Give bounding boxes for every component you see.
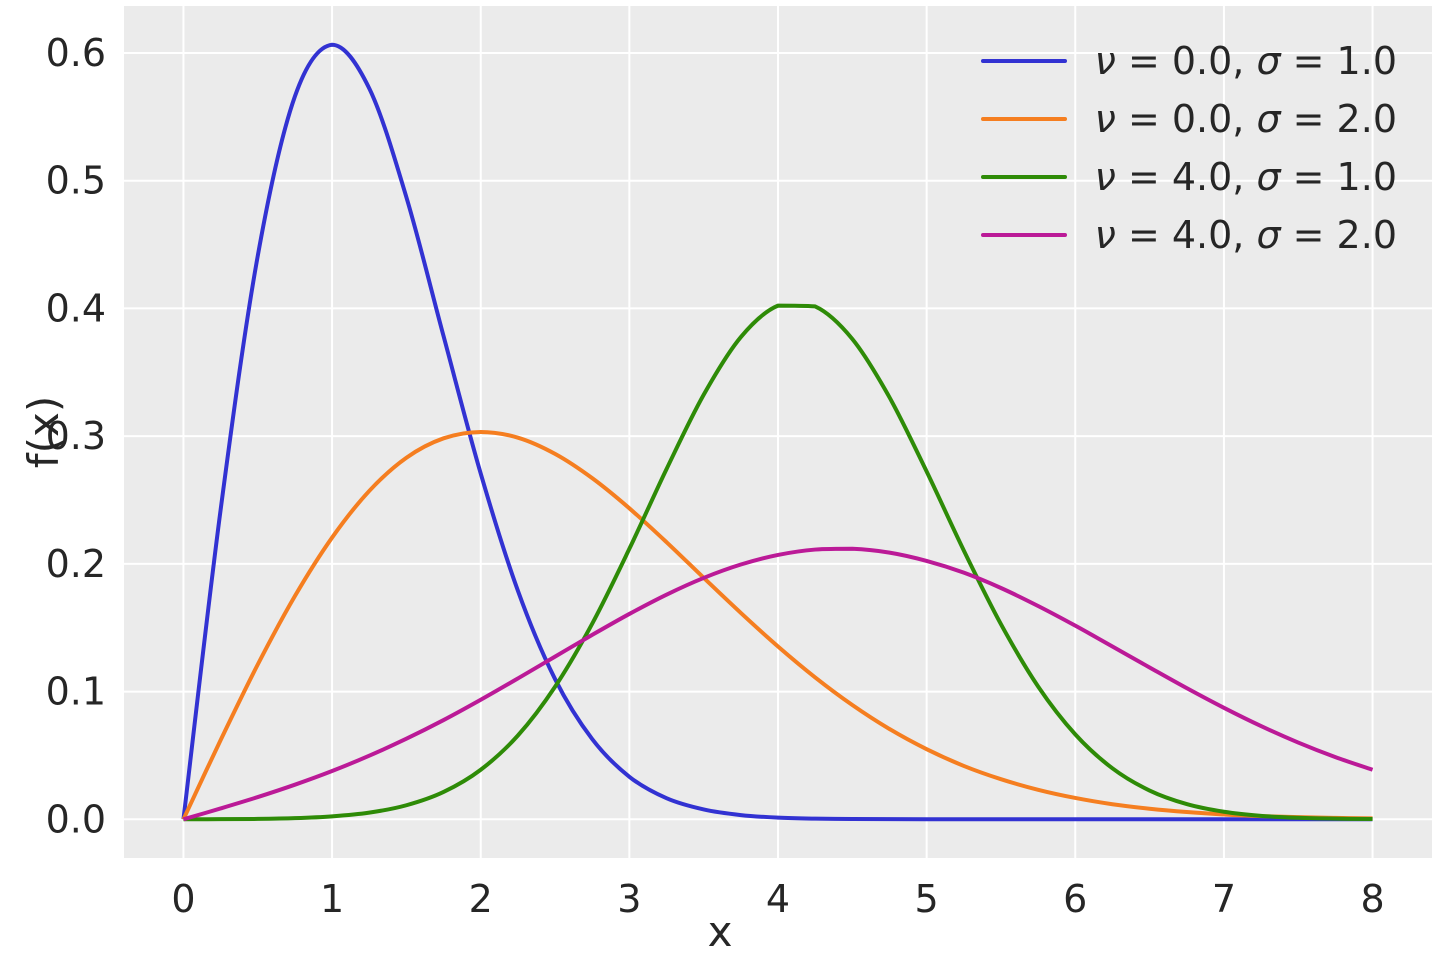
plot-curve: [181, 429, 1373, 821]
legend-label: ν = 4.0, σ = 1.0: [1094, 155, 1397, 199]
legend: ν = 0.0, σ = 1.0 ν = 0.0, σ = 2.0 ν = 4.0,…: [980, 32, 1397, 264]
legend-item: ν = 4.0, σ = 2.0: [980, 206, 1397, 264]
y-tick-label: 0.2: [46, 542, 106, 586]
legend-line-swatch: [980, 59, 1067, 63]
plot-curve: [183, 303, 1373, 822]
legend-label: ν = 0.0, σ = 1.0: [1094, 39, 1397, 83]
y-tick-label: 0.0: [46, 797, 106, 841]
y-tick-label: 0.3: [46, 414, 106, 458]
x-tick-label: 1: [320, 877, 344, 921]
y-tick-label: 0.5: [46, 159, 106, 203]
legend-item: ν = 0.0, σ = 1.0: [980, 32, 1397, 90]
y-tick-label: 0.4: [46, 286, 106, 330]
legend-line-swatch: [980, 175, 1067, 179]
legend-label: ν = 0.0, σ = 2.0: [1094, 97, 1397, 141]
legend-line-swatch: [980, 117, 1067, 121]
plot-curve: [182, 546, 1374, 822]
x-tick-label: 0: [171, 877, 195, 921]
legend-line-swatch: [980, 233, 1067, 237]
x-tick-label: 6: [1063, 877, 1087, 921]
x-tick-label: 7: [1212, 877, 1236, 921]
x-tick-label: 4: [766, 877, 790, 921]
legend-item: ν = 0.0, σ = 2.0: [980, 90, 1397, 148]
y-tick-label: 0.6: [46, 31, 106, 75]
plot-curve: [181, 42, 1373, 822]
legend-item: ν = 4.0, σ = 1.0: [980, 148, 1397, 206]
y-axis-label: f(x): [19, 395, 69, 469]
y-tick-label: 0.1: [46, 670, 106, 714]
legend-label: ν = 4.0, σ = 2.0: [1094, 213, 1397, 257]
x-tick-label: 2: [469, 877, 493, 921]
x-axis-label: x: [707, 907, 733, 956]
x-tick-label: 8: [1360, 877, 1384, 921]
x-tick-label: 5: [915, 877, 939, 921]
x-tick-label: 3: [617, 877, 641, 921]
